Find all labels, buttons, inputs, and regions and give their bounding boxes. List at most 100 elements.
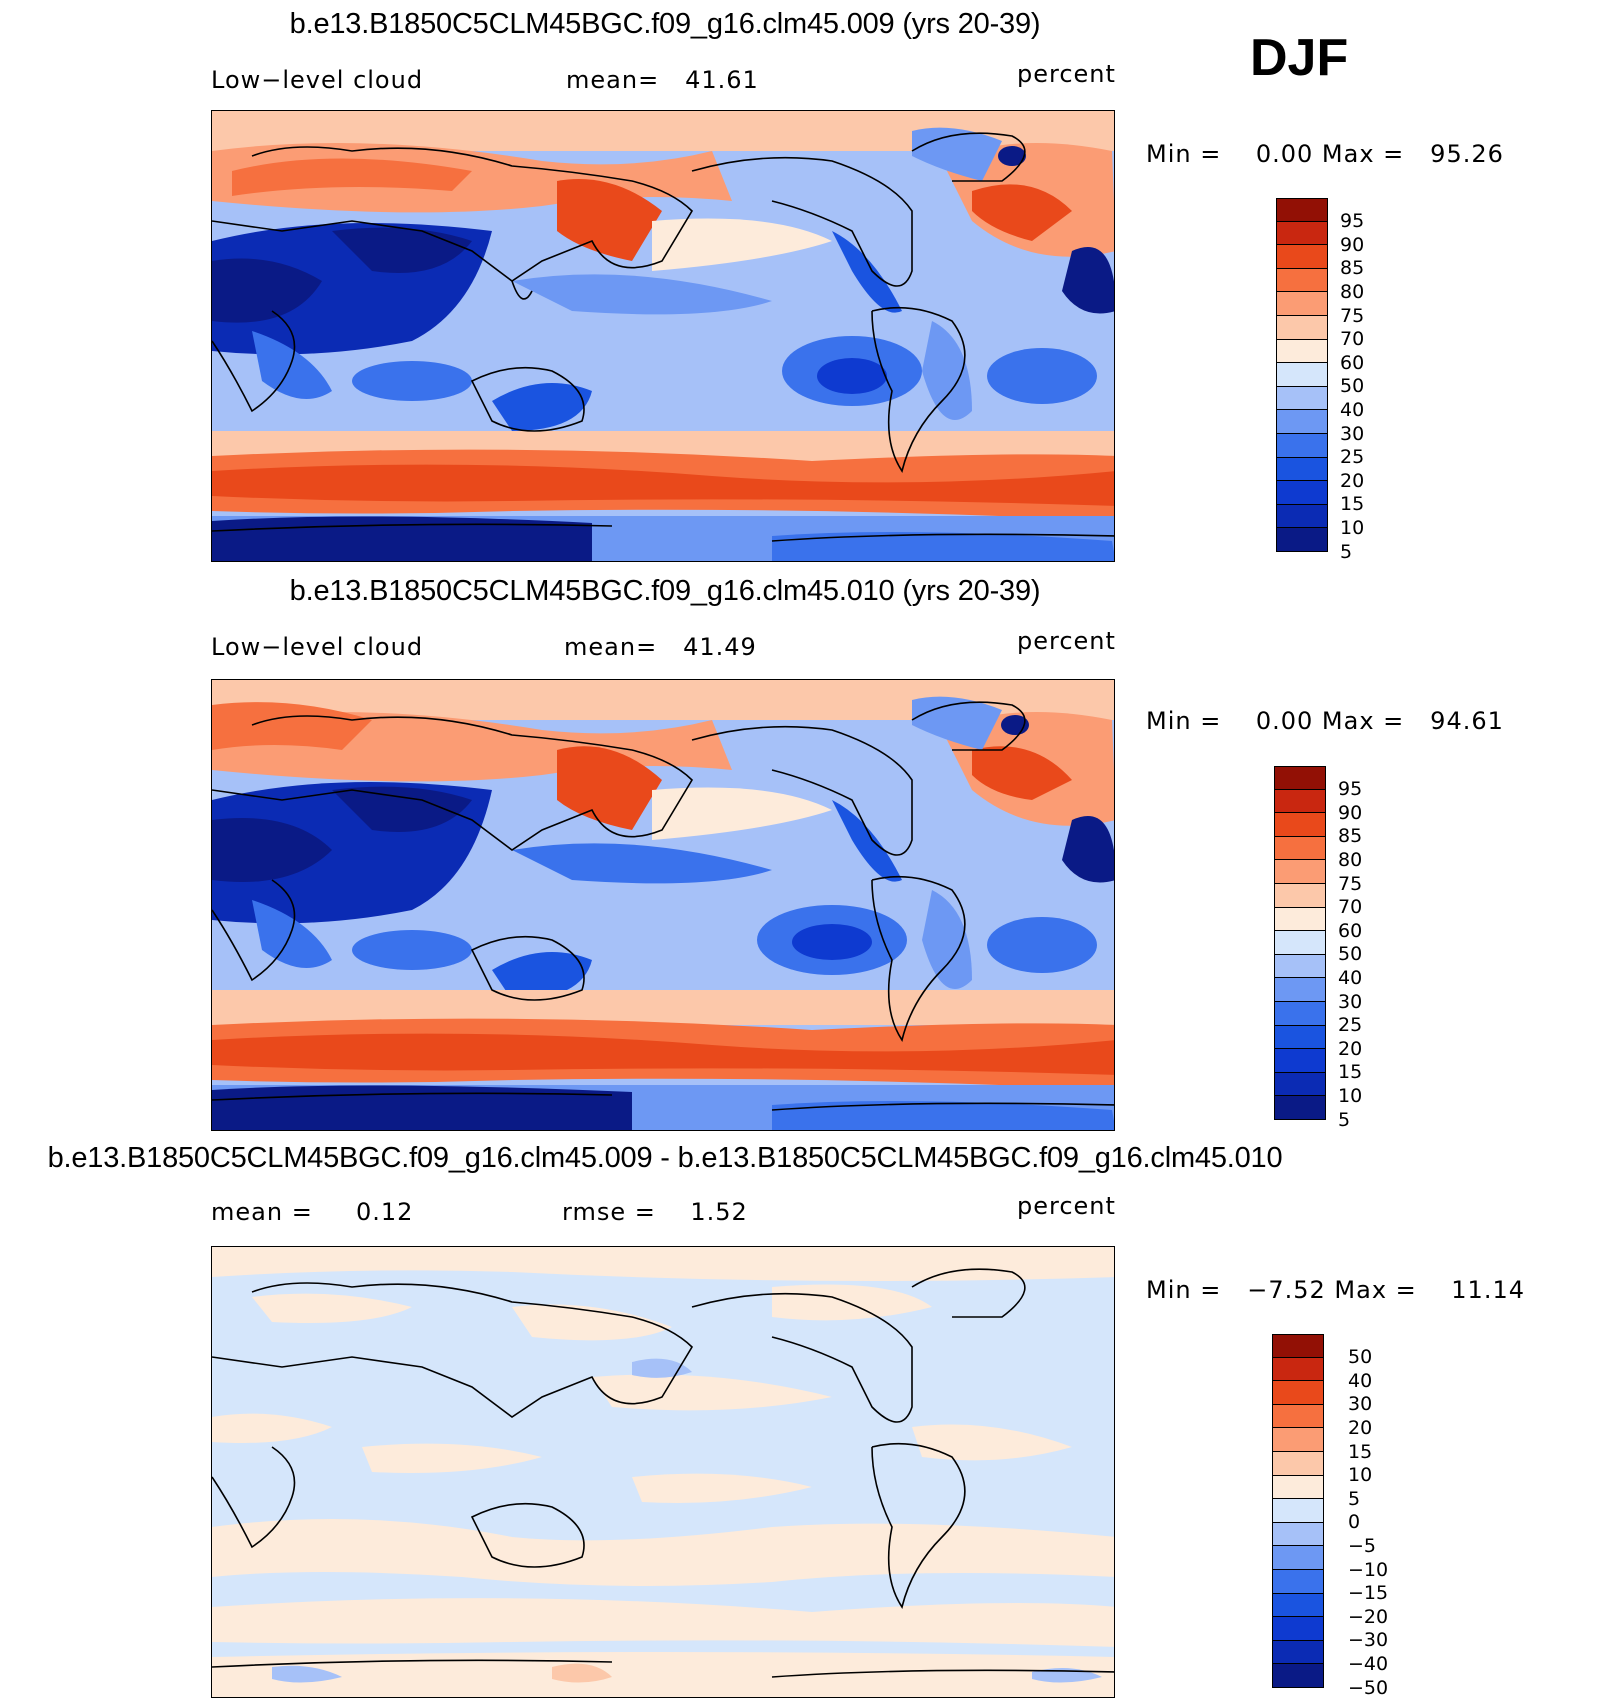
colorbar-swatch [1272, 1664, 1324, 1688]
colorbar-tick-label: 10 [1340, 516, 1365, 539]
rmse-text: rmse = [562, 1198, 656, 1226]
colorbar-tick-label: 10 [1338, 1084, 1363, 1107]
colorbar-tick-label: 20 [1348, 1416, 1373, 1439]
colorbar-tick-label: −15 [1348, 1582, 1389, 1605]
diff-mean-text: mean = [211, 1198, 313, 1226]
colorbar [1276, 198, 1328, 552]
colorbar-tick-label: 25 [1338, 1014, 1363, 1037]
colorbar-tick-label: 70 [1340, 328, 1365, 351]
colorbar-swatch [1274, 836, 1326, 861]
colorbar-swatch [1272, 1546, 1324, 1570]
colorbar-swatch [1274, 1049, 1326, 1073]
colorbar-tick-label: −20 [1348, 1605, 1389, 1628]
panel-model-010: b.e13.B1850C5CLM45BGC.f09_g16.clm45.010 … [0, 567, 1605, 1133]
colorbar-swatch [1272, 1522, 1324, 1547]
colorbar-swatch [1272, 1593, 1324, 1618]
panel-title: b.e13.B1850C5CLM45BGC.f09_g16.clm45.009 … [47, 1142, 1283, 1174]
units-label: percent [1017, 60, 1116, 88]
panel-model-009: b.e13.B1850C5CLM45BGC.f09_g16.clm45.009 … [0, 0, 1605, 566]
max-value: 95.26 [1430, 140, 1504, 168]
colorbar-tick-label: 5 [1348, 1487, 1361, 1510]
min-label: Min = [1146, 707, 1222, 735]
colorbar-tick-label: 80 [1340, 280, 1365, 303]
colorbar-tick-label: 30 [1348, 1393, 1373, 1416]
variable-label: Low−level cloud [211, 66, 424, 94]
mean-text: mean= [566, 66, 660, 94]
max-label: Max = [1334, 1276, 1417, 1304]
colorbar-tick-label: 15 [1348, 1440, 1373, 1463]
colorbar-swatch [1276, 315, 1328, 340]
rmse-label: rmse = 1.52 [562, 1198, 748, 1226]
colorbar-swatch [1274, 789, 1326, 814]
colorbar-labels: 95 90 85 80 75 70 60 50 40 30 25 20 15 10 5 [1338, 766, 1418, 1129]
min-value: −7.52 [1247, 1276, 1326, 1304]
colorbar-tick-label: 15 [1338, 1061, 1363, 1084]
season-label: DJF [1250, 29, 1349, 87]
colorbar-tick-label: −30 [1348, 1629, 1389, 1652]
colorbar-tick-label: 50 [1338, 943, 1363, 966]
colorbar-swatch [1276, 504, 1328, 529]
colorbar-tick-label: 20 [1338, 1037, 1363, 1060]
colorbar-tick-label: 60 [1340, 351, 1365, 374]
colorbar-swatch [1276, 245, 1328, 269]
colorbar-swatch [1276, 292, 1328, 316]
colorbar-swatch [1274, 860, 1326, 884]
colorbar-tick-label: 75 [1338, 872, 1363, 895]
colorbar-swatch [1272, 1499, 1324, 1523]
mean-text: mean= [564, 633, 658, 661]
colorbar-tick-label: 85 [1340, 257, 1365, 280]
colorbar-swatch [1276, 410, 1328, 434]
colorbar [1274, 766, 1326, 1120]
colorbar-swatch [1274, 978, 1326, 1002]
colorbar-swatch [1274, 907, 1326, 932]
colorbar-tick-label: 30 [1340, 422, 1365, 445]
colorbar-labels: 50 40 30 20 15 10 5 0 −5 −10 −15 −20 −30 −40 −50 [1348, 1334, 1428, 1697]
colorbar-tick-label: 20 [1340, 469, 1365, 492]
colorbar-swatch [1274, 1072, 1326, 1097]
colorbar-swatch [1272, 1357, 1324, 1382]
max-label: Max = [1321, 707, 1405, 735]
colorbar-swatch [1274, 931, 1326, 955]
colorbar-swatch [1274, 1001, 1326, 1026]
colorbar-tick-label: −40 [1348, 1652, 1389, 1675]
colorbar-swatch [1276, 433, 1328, 458]
panel-title: b.e13.B1850C5CLM45BGC.f09_g16.clm45.009 … [289, 8, 1041, 40]
colorbar-tick-label: 70 [1338, 896, 1363, 919]
colorbar-tick-label: 10 [1348, 1464, 1373, 1487]
difference-map [211, 1246, 1115, 1698]
colorbar-tick-label: 40 [1340, 398, 1365, 421]
diff-mean-value: 0.12 [355, 1198, 414, 1226]
max-value: 11.14 [1451, 1276, 1525, 1304]
colorbar-tick-label: 85 [1338, 825, 1363, 848]
colorbar-swatch [1272, 1617, 1324, 1641]
min-max-readout: Min = 0.00 Max = 95.26 [1146, 140, 1504, 168]
colorbar-tick-label: 90 [1338, 801, 1363, 824]
colorbar-tick-label: −5 [1348, 1534, 1377, 1557]
colorbar-tick-label: 50 [1348, 1346, 1373, 1369]
colorbar-tick-label: 50 [1340, 375, 1365, 398]
colorbar-swatch [1274, 954, 1326, 979]
diff-mean-label: mean = 0.12 [211, 1198, 413, 1226]
colorbar-tick-label: 40 [1348, 1369, 1373, 1392]
colorbar-tick-label: 5 [1338, 1108, 1351, 1131]
colorbar-tick-label: 40 [1338, 966, 1363, 989]
colorbar-swatch [1276, 339, 1328, 364]
mean-label: mean= 41.61 [566, 66, 759, 94]
colorbar-tick-label: −50 [1348, 1676, 1389, 1699]
colorbar-swatch [1274, 766, 1326, 790]
colorbar-swatch [1276, 528, 1328, 552]
colorbar-swatch [1276, 457, 1328, 482]
colorbar-swatch [1276, 386, 1328, 411]
colorbar-swatch [1272, 1475, 1324, 1500]
colorbar-tick-label: 95 [1340, 210, 1365, 233]
colorbar-swatch [1272, 1451, 1324, 1476]
colorbar-tick-label: 80 [1338, 848, 1363, 871]
colorbar-swatch [1274, 813, 1326, 837]
colorbar-tick-label: 0 [1348, 1511, 1361, 1534]
cloud-map [211, 110, 1115, 562]
max-value: 94.61 [1430, 707, 1504, 735]
colorbar-swatch [1276, 221, 1328, 246]
colorbar-swatch [1274, 883, 1326, 908]
rmse-value: 1.52 [690, 1198, 748, 1226]
units-label: percent [1017, 1192, 1116, 1220]
